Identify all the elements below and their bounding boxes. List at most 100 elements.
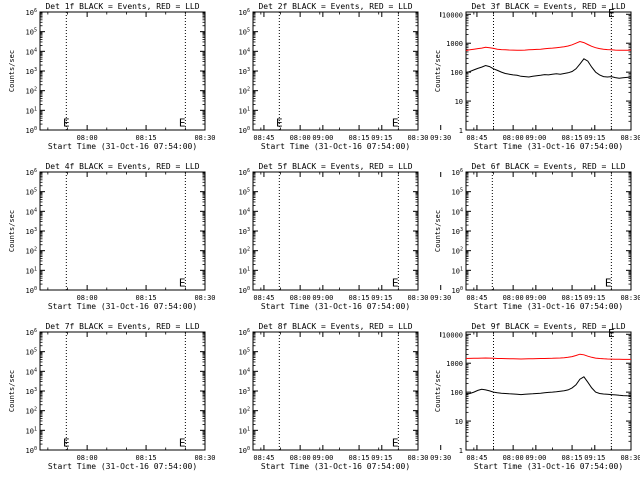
detector-panel: Det 7f BLACK = Events, RED = LLD 100 101 10…	[8, 322, 451, 471]
x-axis-label: Start Time (31-Oct-16 07:54:00)	[48, 302, 197, 311]
x-tick-label: 08:45	[466, 294, 487, 302]
x-tick-label: 08:30	[407, 454, 428, 462]
panel-title: Det 2f BLACK = Events, RED = LLD	[258, 2, 412, 11]
y-tick-label: 101	[452, 266, 463, 275]
y-tick-label: 103	[26, 387, 37, 396]
y-tick-label: 106	[26, 328, 37, 337]
event-marker: E	[608, 327, 615, 340]
x-tick-label: 09:15	[584, 134, 605, 142]
x-tick-label: 08:30	[194, 294, 215, 302]
y-tick-label: 104	[239, 367, 250, 376]
y-tick-label: 103	[452, 227, 463, 236]
y-axis-label: Counts/sec	[434, 370, 442, 412]
y-tick-label: 102	[26, 87, 37, 96]
y-tick-label: 100	[450, 389, 463, 397]
event-marker: E	[392, 437, 399, 450]
plot-frame	[39, 171, 206, 291]
detector-panel: Det 5f BLACK = Events, RED = LLD 100 101 10…	[239, 162, 606, 311]
x-tick-label: 08:45	[466, 454, 487, 462]
y-tick-label: 103	[239, 67, 250, 76]
x-tick-label: 08:45	[253, 294, 274, 302]
x-tick-label: 09:15	[371, 454, 392, 462]
lld-series-line	[465, 40, 632, 51]
y-tick-label: 106	[239, 8, 250, 17]
y-tick-label: 103	[239, 387, 250, 396]
event-marker: E	[392, 277, 399, 290]
y-tick-label: 100	[26, 286, 37, 295]
lld-series-line	[465, 353, 631, 360]
x-axis-label: Start Time (31-Oct-16 07:54:00)	[48, 142, 197, 151]
y-tick-label: 106	[26, 168, 37, 177]
y-tick-label: 1	[459, 447, 463, 455]
y-tick-label: 100	[26, 126, 37, 135]
y-tick-label: 105	[26, 348, 37, 357]
y-axis-label: Counts/sec	[8, 210, 16, 252]
x-tick-label: 08:15	[136, 134, 157, 142]
x-tick-label: 09:00	[312, 294, 333, 302]
panel-title: Det 5f BLACK = Events, RED = LLD	[258, 162, 412, 171]
events-series-line	[465, 376, 632, 397]
x-tick-label: 09:00	[312, 134, 333, 142]
x-tick-label: 08:15	[562, 134, 583, 142]
y-tick-label: 105	[239, 188, 250, 197]
y-tick-label: 101	[26, 426, 37, 435]
plot-frame	[252, 331, 419, 451]
y-tick-label: 105	[452, 188, 463, 197]
x-tick-label: 08:00	[77, 454, 98, 462]
y-tick-label: 103	[26, 227, 37, 236]
x-tick-label: 08:15	[349, 454, 370, 462]
y-tick-label: 101	[26, 266, 37, 275]
x-tick-label: 08:15	[562, 454, 583, 462]
x-tick-label: 09:00	[525, 294, 546, 302]
event-marker: E	[276, 117, 283, 130]
plot-frame	[39, 331, 206, 451]
x-axis-label: Start Time (31-Oct-16 07:54:00)	[261, 302, 410, 311]
detector-panel: Det 6f BLACK = Events, RED = LLD 100 101 10…	[434, 162, 640, 311]
x-tick-label: 09:15	[371, 134, 392, 142]
event-marker: E	[63, 117, 70, 130]
y-tick-label: 104	[239, 207, 250, 216]
x-tick-label: 09:00	[525, 454, 546, 462]
detector-panel: Det 2f BLACK = Events, RED = LLD10010110…	[239, 2, 606, 151]
panel-title: Det 1f BLACK = Events, RED = LLD	[45, 2, 199, 11]
x-tick-label: 08:30	[407, 134, 428, 142]
x-tick-label: 08:15	[349, 294, 370, 302]
x-tick-label: 09:30	[430, 454, 451, 462]
y-tick-label: 10	[455, 418, 463, 426]
x-axis-label: Start Time (31-Oct-16 07:54:00)	[261, 142, 410, 151]
y-tick-label: 103	[26, 67, 37, 76]
y-tick-label: 106	[452, 168, 463, 177]
y-tick-label: 102	[26, 247, 37, 256]
y-tick-label: 105	[239, 28, 250, 37]
event-marker: E	[179, 277, 186, 290]
x-tick-label: 09:00	[525, 134, 546, 142]
y-tick-label: 106	[239, 328, 250, 337]
x-tick-label: 08:00	[77, 134, 98, 142]
y-tick-label: 1000	[446, 360, 463, 368]
x-tick-label: 08:30	[620, 294, 640, 302]
panel-title: Det 4f BLACK = Events, RED = LLD	[45, 162, 199, 171]
x-tick-label: 09:15	[584, 454, 605, 462]
x-tick-label: 09:15	[371, 294, 392, 302]
x-axis-label: Start Time (31-Oct-16 07:54:00)	[261, 462, 410, 471]
x-tick-label: 08:15	[349, 134, 370, 142]
x-tick-label: 08:15	[136, 294, 157, 302]
event-marker: E	[63, 437, 70, 450]
y-tick-label: 104	[452, 207, 463, 216]
y-tick-label: 102	[452, 247, 463, 256]
panel-title: Det 8f BLACK = Events, RED = LLD	[258, 322, 412, 331]
plot-frame	[252, 11, 419, 131]
y-tick-label: 100	[239, 126, 250, 135]
x-tick-label: 08:45	[253, 454, 274, 462]
y-tick-label: 103	[239, 227, 250, 236]
panel-title: Det 7f BLACK = Events, RED = LLD	[45, 322, 199, 331]
x-tick-label: 08:00	[290, 294, 311, 302]
panel-title: Det 9f BLACK = Events, RED = LLD	[471, 322, 625, 331]
plot-frame	[465, 171, 632, 291]
panel-title: Det 6f BLACK = Events, RED = LLD	[471, 162, 625, 171]
y-tick-label: 10	[455, 98, 463, 106]
y-tick-label: 1000	[446, 40, 463, 48]
y-tick-label: 102	[239, 407, 250, 416]
y-tick-label: 106	[239, 168, 250, 177]
